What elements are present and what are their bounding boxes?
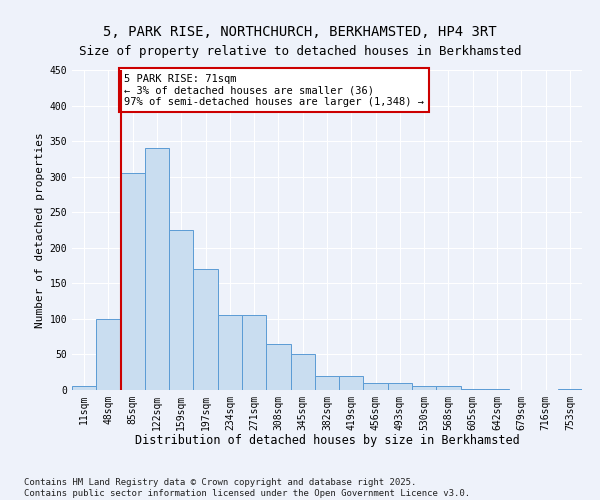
Text: 5 PARK RISE: 71sqm
← 3% of detached houses are smaller (36)
97% of semi-detached: 5 PARK RISE: 71sqm ← 3% of detached hous… [124, 74, 424, 107]
Bar [364, 383, 388, 390]
Bar [266, 344, 290, 390]
Bar [461, 388, 485, 390]
Bar [218, 316, 242, 390]
Bar [290, 354, 315, 390]
Bar [242, 316, 266, 390]
Bar [193, 269, 218, 390]
Bar [96, 319, 121, 390]
Bar [315, 376, 339, 390]
Bar [72, 386, 96, 390]
Bar [485, 388, 509, 390]
Text: Size of property relative to detached houses in Berkhamsted: Size of property relative to detached ho… [79, 45, 521, 58]
Bar [121, 173, 145, 390]
Bar [558, 388, 582, 390]
Bar [145, 148, 169, 390]
Bar [388, 383, 412, 390]
Bar [339, 376, 364, 390]
Text: Contains HM Land Registry data © Crown copyright and database right 2025.
Contai: Contains HM Land Registry data © Crown c… [24, 478, 470, 498]
Text: 5, PARK RISE, NORTHCHURCH, BERKHAMSTED, HP4 3RT: 5, PARK RISE, NORTHCHURCH, BERKHAMSTED, … [103, 25, 497, 39]
Y-axis label: Number of detached properties: Number of detached properties [35, 132, 46, 328]
Bar [412, 386, 436, 390]
Bar [169, 230, 193, 390]
X-axis label: Distribution of detached houses by size in Berkhamsted: Distribution of detached houses by size … [134, 434, 520, 448]
Bar [436, 386, 461, 390]
